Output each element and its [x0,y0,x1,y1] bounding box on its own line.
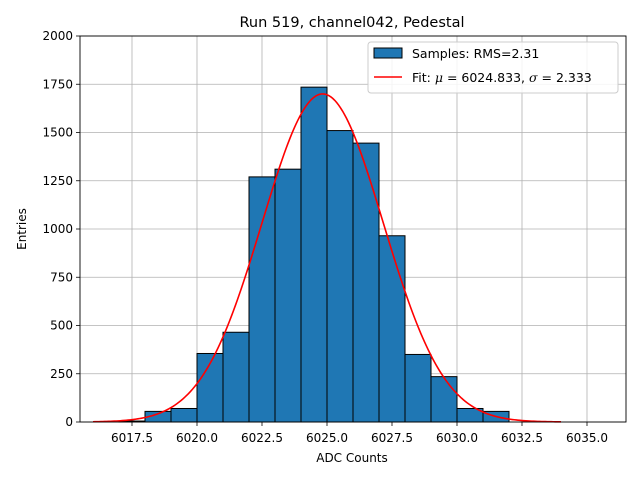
x-tick-label: 6017.5 [111,431,153,445]
chart-title: Run 519, channel042, Pedestal [239,15,464,31]
y-tick-label: 500 [50,319,73,333]
legend: Samples: RMS=2.31 Fit: μ = 6024.833, σ =… [367,41,619,94]
histogram-bar [404,353,432,423]
histogram-bar [326,130,354,423]
x-tick-label: 6025.0 [306,431,348,445]
histogram-bar [300,86,328,423]
y-tick-label: 750 [50,270,73,284]
x-tick-label: 6032.5 [501,431,543,445]
legend-fit-label: Fit: μ = 6024.833, σ = 2.333 [412,70,592,85]
x-tick-label: 6020.0 [176,431,218,445]
x-tick-label: 6027.5 [371,431,413,445]
histogram-bar [378,235,406,423]
legend-fit-mu-value: = 6024.833, [443,70,529,85]
histogram-bar [248,176,276,423]
x-axis-title: ADC Counts [316,451,388,465]
histogram-bar [170,407,198,423]
y-tick-label: 1500 [42,126,73,140]
y-tick-label: 1250 [42,174,73,188]
histogram-bars [118,86,510,423]
legend-fit-mu-symbol: μ [435,70,443,85]
legend-box [367,41,619,94]
legend-fit-sigma-value: = 2.333 [538,70,592,85]
y-tick-label: 1750 [42,77,73,91]
legend-histogram-label: Samples: RMS=2.31 [412,46,539,61]
histogram-bar [352,142,380,423]
x-axis-ticks: 6017.5 6020.0 6022.5 6025.0 6027.5 6030.0 6032… [111,422,608,445]
y-axis-title: Entries [15,208,29,250]
legend-histogram-swatch [373,47,403,59]
x-tick-label: 6022.5 [241,431,283,445]
x-tick-label: 6035.0 [566,431,608,445]
y-tick-label: 2000 [42,29,73,43]
y-axis-ticks: 0 250 500 750 1000 1250 1500 1750 2000 [42,29,80,429]
legend-fit-prefix: Fit: [412,70,435,85]
histogram-bar [274,168,302,423]
fit-curve [92,93,562,423]
legend-fit-sigma-symbol: σ [529,70,538,85]
histogram-bar [430,376,458,423]
x-tick-label: 6030.0 [436,431,478,445]
y-tick-label: 1000 [42,222,73,236]
y-tick-label: 250 [50,367,73,381]
y-tick-label: 0 [65,415,73,429]
histogram-bar [222,331,250,423]
